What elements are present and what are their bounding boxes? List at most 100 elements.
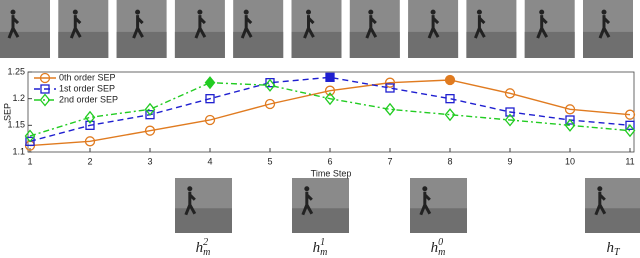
frame-ground: [0, 31, 50, 58]
marker: [144, 125, 156, 136]
runner-head: [187, 186, 193, 192]
runner-head: [10, 9, 16, 15]
frame-label-base: h: [313, 240, 321, 256]
frame-ground: [58, 31, 109, 58]
frame-label: h2 m: [196, 237, 211, 258]
runner-head: [72, 9, 78, 15]
runner-body: [594, 191, 607, 216]
marker: [444, 74, 456, 86]
x-tick-label: 8: [447, 156, 452, 166]
series-line: [29, 79, 631, 147]
video-frames: [0, 0, 640, 233]
marker: [264, 98, 276, 110]
series-line: [29, 76, 631, 143]
frame-label-sup: 1: [320, 237, 325, 248]
marker: [84, 136, 96, 147]
frame-label-base: h: [196, 240, 204, 256]
runner-body: [474, 15, 486, 39]
frame-label: hT: [606, 240, 621, 258]
x-tick-label: 5: [267, 156, 272, 166]
runner-body: [536, 15, 549, 39]
marker: [85, 120, 95, 130]
x-tick-label: 7: [387, 156, 392, 166]
y-axis-label: SEP: [2, 103, 12, 121]
frame-ground: [174, 31, 225, 58]
marker: [144, 102, 156, 116]
plot-frame: [27, 71, 635, 153]
x-tick-label: 11: [625, 156, 634, 166]
frame-ground: [410, 208, 467, 233]
runner-head: [422, 186, 428, 192]
marker: [565, 115, 575, 125]
marker: [564, 118, 576, 132]
runner-body: [69, 15, 82, 39]
runner-head: [539, 9, 545, 15]
marker: [25, 136, 35, 146]
frame-ground: [585, 208, 640, 233]
runner-head: [430, 9, 436, 15]
runner-head: [304, 186, 310, 192]
marker: [384, 77, 396, 88]
frame-ground: [291, 31, 342, 58]
frame-label-sub: T: [614, 247, 621, 258]
x-tick-label: 9: [507, 156, 512, 166]
marker: [625, 120, 635, 130]
frame-ground: [408, 31, 459, 58]
marker: [324, 92, 336, 106]
y-tick-label: 1.2: [12, 93, 25, 103]
frame-label-base: h: [431, 240, 439, 256]
runner-head: [476, 9, 482, 15]
x-tick-label: 10: [565, 156, 575, 166]
marker: [204, 114, 216, 126]
legend-label: 2nd order SEP: [59, 94, 118, 104]
x-tick-label: 6: [327, 156, 332, 166]
runner-body: [7, 15, 20, 39]
marker: [564, 104, 576, 115]
runner-head: [597, 186, 603, 192]
marker: [504, 113, 516, 127]
series-line: [29, 81, 631, 137]
frame-label-sup: 2: [203, 237, 208, 248]
legend-marker: [39, 72, 51, 84]
runner-body: [598, 15, 611, 39]
frame-label-base: h: [606, 240, 614, 256]
runner-head: [306, 9, 311, 15]
marker: [204, 76, 216, 90]
runner-body: [132, 15, 144, 39]
marker: [264, 78, 276, 92]
x-tick-label: 1: [27, 156, 32, 166]
frame-label-sub: m: [203, 247, 210, 258]
frame-ground: [466, 31, 517, 58]
legend-marker: [39, 93, 51, 107]
marker: [504, 88, 516, 99]
frame-label-sub: m: [438, 247, 445, 258]
runner-body: [184, 191, 197, 216]
marker: [325, 72, 335, 82]
marker: [505, 107, 515, 117]
runner-body: [419, 191, 432, 216]
frame-label: h1 m: [313, 237, 328, 258]
marker: [444, 108, 456, 122]
y-tick-label: 1.25: [7, 66, 25, 76]
marker: [385, 83, 395, 93]
runner-body: [303, 15, 315, 39]
runner-body: [365, 15, 378, 39]
marker: [84, 110, 96, 124]
y-tick-label: 1.15: [7, 120, 25, 130]
frame-label-sup: 0: [438, 237, 443, 248]
runner-body: [194, 15, 207, 39]
marker: [445, 94, 455, 104]
runner-head: [368, 9, 374, 15]
frame-ground: [292, 208, 349, 233]
x-axis-label: Time Step: [311, 168, 352, 178]
x-tick-label: 3: [147, 156, 152, 166]
x-tick-label: 4: [207, 156, 212, 166]
marker: [145, 110, 155, 120]
x-tick-label: 2: [87, 156, 92, 166]
frame-ground: [524, 31, 575, 58]
runner-head: [135, 9, 141, 15]
frame-label-sub: m: [320, 247, 327, 258]
runner-head: [243, 9, 249, 15]
runner-head: [601, 9, 607, 15]
